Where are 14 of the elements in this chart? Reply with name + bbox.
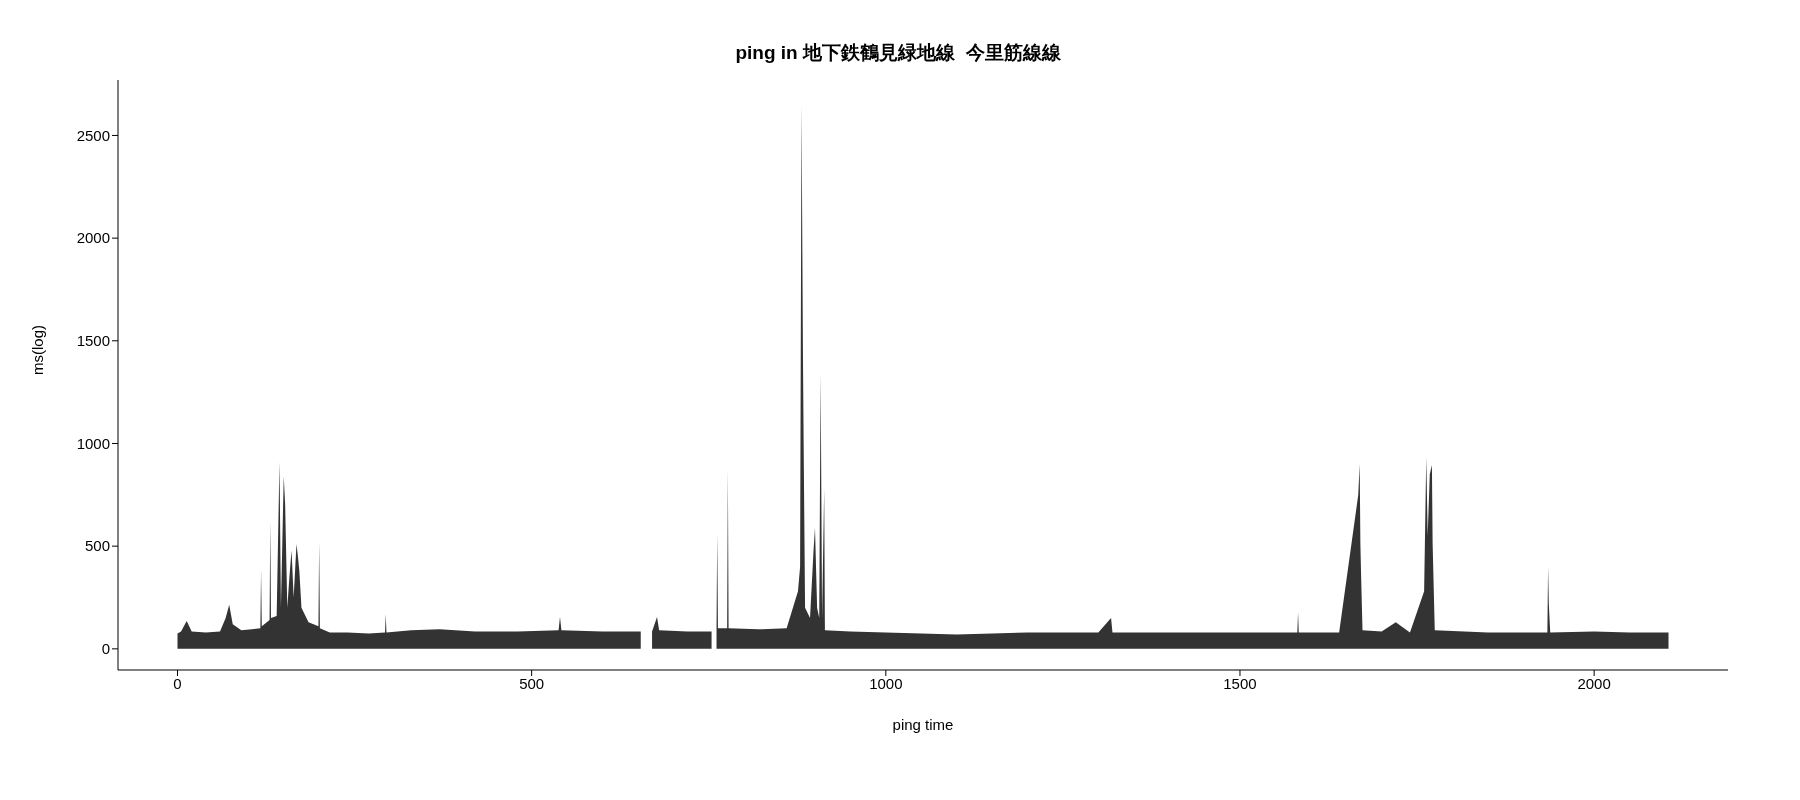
- y-tick-label: 0: [101, 640, 110, 658]
- x-tick-label: 1000: [869, 674, 903, 692]
- chart-title: ping in 地下鉄鶴見緑地線 今里筋線線: [734, 41, 1062, 65]
- x-tick-label: 1500: [1223, 674, 1257, 692]
- y-tick-label: 1500: [76, 332, 110, 350]
- x-tick-label: 0: [173, 674, 182, 692]
- y-tick-label: 1000: [76, 434, 110, 452]
- x-tick-label: 2000: [1577, 674, 1611, 692]
- y-axis-title: ms(log): [29, 324, 47, 375]
- y-tick-label: 500: [84, 537, 110, 555]
- x-axis-title: ping time: [892, 716, 954, 733]
- y-tick-label: 2500: [76, 126, 110, 144]
- y-tick-label: 2000: [76, 229, 110, 247]
- x-tick-label: 500: [519, 674, 545, 692]
